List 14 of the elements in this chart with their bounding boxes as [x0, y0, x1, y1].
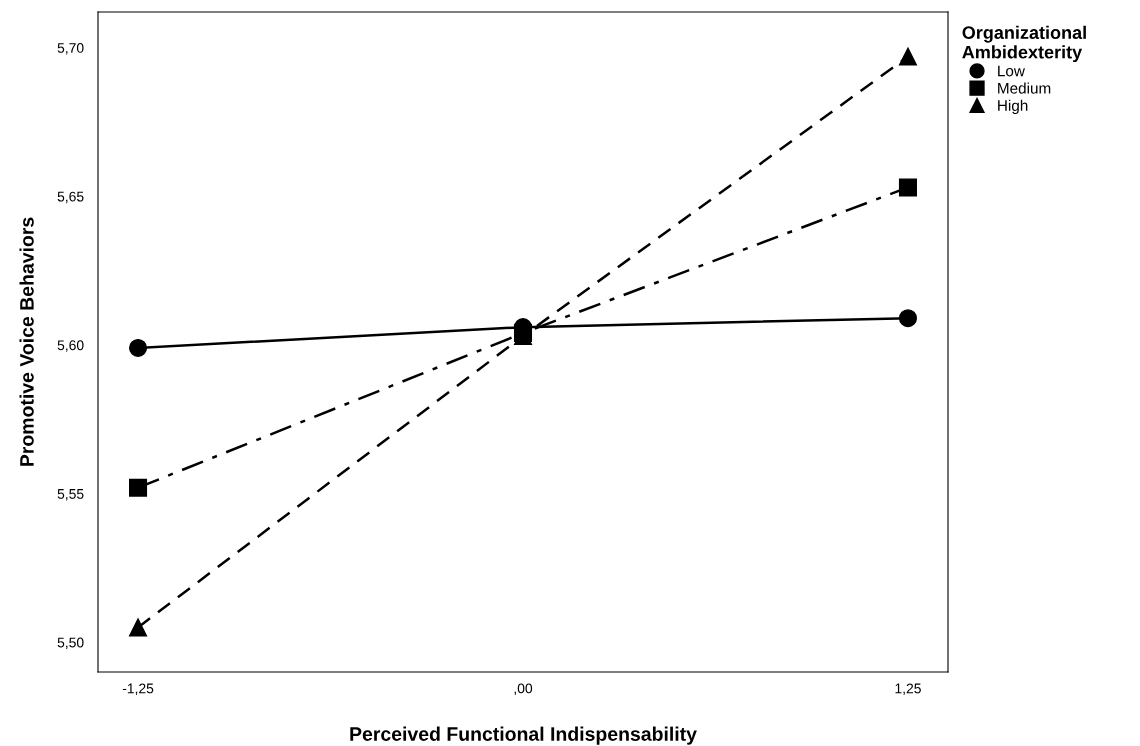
legend-title: Organizational Ambidexterity [962, 25, 1086, 63]
y-tick-label: 5,55 [57, 489, 84, 501]
y-tick-label: 5,70 [57, 43, 84, 55]
y-axis-title: Promotive Voice Behaviors [19, 217, 34, 466]
y-tick-label: 5,50 [57, 637, 84, 650]
y-tick-label: 5,60 [57, 340, 84, 352]
legend-label: Low [998, 65, 1025, 77]
x-axis-title: Perceived Functional Indispensability [350, 726, 697, 745]
x-tick-label: ,00 [514, 683, 533, 695]
x-tick-label: 1,25 [895, 683, 921, 695]
y-tick-label: 5,65 [57, 191, 84, 204]
x-tick-label: -1,25 [122, 683, 154, 695]
legend-label: Medium [998, 82, 1051, 94]
legend-label: High [998, 99, 1028, 114]
